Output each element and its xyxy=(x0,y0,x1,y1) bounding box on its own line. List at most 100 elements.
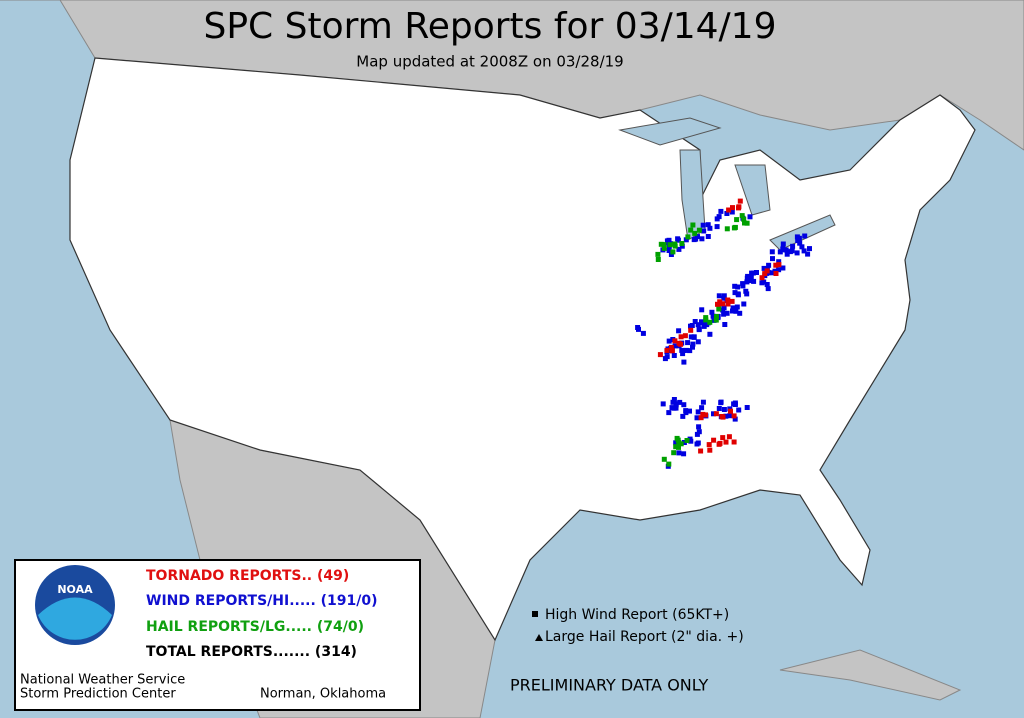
wind-report xyxy=(721,305,727,311)
hail-report xyxy=(739,213,745,219)
tornado-report xyxy=(717,440,723,446)
wind-report xyxy=(695,322,701,328)
wind-report xyxy=(765,286,771,292)
hail-report xyxy=(690,222,696,228)
disclaimer: PRELIMINARY DATA ONLY xyxy=(510,676,709,695)
hail-report xyxy=(672,243,678,249)
hail-report xyxy=(732,224,738,230)
wind-report xyxy=(701,323,707,329)
wind-report xyxy=(701,228,707,234)
wind-report xyxy=(709,309,715,315)
wind-report xyxy=(679,243,685,249)
tornado-report xyxy=(711,437,717,443)
tornado-report xyxy=(728,408,733,414)
wind-report xyxy=(666,410,672,416)
wind-report xyxy=(666,338,672,344)
wind-report xyxy=(690,341,696,347)
wind-report xyxy=(781,247,787,253)
wind-report xyxy=(710,313,716,319)
hail-report xyxy=(716,306,722,312)
hail-report xyxy=(671,450,677,456)
wind-report xyxy=(694,415,700,421)
wind-report xyxy=(748,274,754,280)
wind-report xyxy=(714,224,720,230)
lake-erie xyxy=(769,214,836,251)
wind-report xyxy=(716,406,722,411)
wind-report xyxy=(737,310,743,316)
hail-report xyxy=(703,315,709,321)
wind-report xyxy=(729,209,735,215)
wind-report xyxy=(705,234,711,239)
total-count: TOTAL REPORTS....... (314) xyxy=(146,644,357,660)
wind-report xyxy=(741,301,747,307)
wind-report xyxy=(685,340,691,346)
wind-report xyxy=(736,407,742,413)
wind-report xyxy=(716,214,722,220)
tornado-report xyxy=(664,347,670,353)
wind-report xyxy=(695,409,701,415)
wind-report xyxy=(723,413,729,419)
wind-report xyxy=(751,278,757,284)
hail-report xyxy=(655,251,661,257)
wind-report xyxy=(705,222,711,228)
reports-layer xyxy=(635,198,812,469)
hail-report xyxy=(685,234,691,240)
wind-report xyxy=(680,351,686,357)
wind-report xyxy=(675,237,681,243)
hail-report xyxy=(714,314,719,319)
agency-location: Norman, Oklahoma xyxy=(260,687,386,702)
tornado-report xyxy=(720,414,726,420)
wind-report xyxy=(700,222,706,228)
tornado-report xyxy=(773,271,779,276)
lake-huron xyxy=(734,164,771,216)
tornado-report xyxy=(698,448,704,454)
tornado-report xyxy=(700,411,706,417)
wind-report xyxy=(794,250,800,256)
wind-report xyxy=(732,402,738,407)
wind-report xyxy=(711,411,716,417)
lake-superior xyxy=(618,117,722,146)
hail-report xyxy=(678,441,684,447)
tornado-report xyxy=(657,352,663,358)
wind-report xyxy=(744,291,750,297)
wind-report xyxy=(681,402,687,408)
hail-report xyxy=(675,437,681,443)
tornado-report xyxy=(682,333,688,339)
wind-report xyxy=(732,290,738,296)
wind-report xyxy=(687,348,693,354)
wind-report xyxy=(721,311,727,317)
wind-report xyxy=(733,308,739,314)
tornado-report xyxy=(713,411,719,417)
wind-report xyxy=(734,304,740,310)
wind-report xyxy=(747,214,753,220)
wind-report xyxy=(640,330,646,336)
subtitle: Map updated at 2008Z on 03/28/19 xyxy=(356,53,623,71)
wind-report xyxy=(780,265,786,271)
wind-report xyxy=(718,208,724,214)
wind-report xyxy=(691,334,697,340)
wind-report xyxy=(732,416,738,422)
tornado-report xyxy=(707,447,713,453)
wind-report xyxy=(797,240,803,246)
wind-report xyxy=(730,305,736,311)
hail-count: HAIL REPORTS/LG..... (74/0) xyxy=(146,619,364,635)
hail-report xyxy=(741,216,747,222)
wind-report xyxy=(664,354,670,360)
tornado-report xyxy=(688,327,694,333)
wind-report xyxy=(681,359,687,365)
wind-report xyxy=(802,233,808,239)
tornado-report xyxy=(703,412,708,418)
hail-report xyxy=(661,245,667,251)
wind-report xyxy=(687,408,692,414)
wind-report xyxy=(795,238,801,243)
wind-report xyxy=(754,270,759,275)
wind-report xyxy=(676,246,682,252)
tornado-report xyxy=(706,442,712,448)
hail-report xyxy=(688,227,694,233)
wind-report xyxy=(743,288,749,294)
wind-report xyxy=(699,307,705,313)
key-square xyxy=(532,611,538,617)
wind-report xyxy=(790,243,796,249)
wind-report xyxy=(707,331,713,337)
hail-report xyxy=(679,241,685,246)
